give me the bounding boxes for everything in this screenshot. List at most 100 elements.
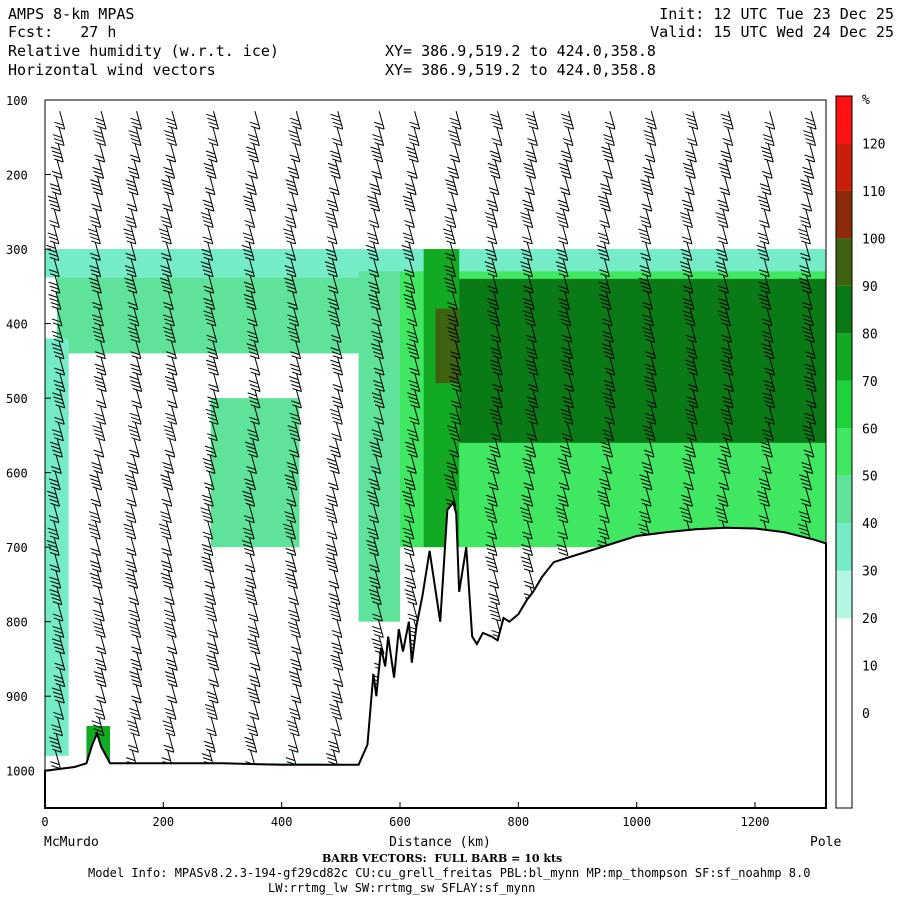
wind-barb (721, 389, 734, 409)
wind-barb (804, 111, 817, 130)
wind-barb (92, 619, 106, 638)
wind-barb (403, 291, 417, 311)
wind-barb (555, 258, 569, 278)
wind-barb (488, 602, 502, 622)
wind-barb (444, 258, 457, 278)
wind-barb (760, 143, 774, 163)
wind-barb (762, 389, 776, 409)
wind-barb (50, 143, 64, 163)
wind-barb (52, 127, 65, 147)
wind-barb (203, 291, 216, 311)
wind-barb (124, 471, 138, 491)
wind-barb (204, 176, 216, 196)
wind-barb (51, 717, 63, 737)
wind-barb (758, 275, 771, 294)
wind-barb (373, 406, 385, 425)
rh-fill-layer (45, 249, 826, 808)
y-tick-label: 800 (6, 616, 28, 630)
wind-barb (687, 373, 699, 392)
wind-barb (93, 373, 107, 392)
wind-barb (289, 356, 302, 376)
rh-patch (684, 293, 826, 369)
wind-barb (247, 684, 261, 704)
wind-barb (332, 373, 344, 392)
wind-barb (407, 602, 419, 622)
wind-barb (601, 307, 613, 327)
colorbar-label: 50 (862, 470, 878, 485)
wind-barb (644, 111, 657, 130)
wind-barb (682, 275, 694, 294)
wind-barb (408, 406, 420, 425)
wind-barb (523, 471, 535, 491)
wind-barb (403, 471, 416, 491)
wind-barb (485, 488, 498, 507)
wind-barb (47, 193, 61, 212)
wind-barb (558, 291, 571, 311)
wind-barb (686, 422, 697, 442)
wind-barb (597, 520, 610, 540)
wind-barb (330, 652, 344, 671)
wind-barb (639, 504, 652, 524)
wind-barb (524, 438, 537, 458)
wind-barb (444, 209, 457, 229)
wind-barb (89, 504, 101, 524)
wind-barb (160, 570, 174, 589)
wind-barb (247, 389, 261, 409)
wind-barb (561, 422, 573, 442)
wind-barb (325, 553, 339, 573)
wind-barb (51, 340, 65, 360)
x-axis-label: Distance (km) (389, 835, 491, 850)
wind-barb (488, 586, 501, 606)
wind-barb (163, 619, 177, 638)
wind-barb (201, 537, 214, 556)
wind-barb (525, 340, 538, 360)
wind-barb (557, 193, 570, 212)
wind-barb (243, 504, 255, 524)
wind-barb (162, 717, 176, 737)
wind-barb (203, 275, 215, 294)
wind-barb (326, 193, 339, 212)
wind-barb (249, 406, 260, 425)
wind-barb (288, 602, 301, 622)
wind-barb (289, 406, 302, 425)
wind-barb (602, 160, 613, 179)
wind-barb (448, 127, 462, 147)
wind-barb (247, 602, 259, 622)
wind-barb (638, 225, 652, 245)
wind-barb (406, 455, 417, 474)
wind-barb (684, 143, 697, 163)
wind-barb (244, 471, 256, 491)
wind-barb (759, 209, 770, 229)
wind-barb (331, 619, 343, 638)
wind-barb (162, 193, 174, 212)
wind-barb (404, 438, 418, 458)
wind-barb (447, 160, 460, 179)
wind-barb (87, 520, 101, 540)
wind-barb (368, 570, 381, 589)
wind-barb (520, 209, 534, 229)
wind-barb (331, 127, 343, 147)
wind-barb (526, 422, 538, 442)
wind-barb (204, 701, 218, 720)
wind-barb (287, 734, 299, 753)
wind-barb (449, 143, 461, 163)
wind-barb (604, 111, 616, 130)
wind-barb-layer (46, 111, 817, 770)
wind-barb (287, 160, 300, 179)
wind-barb (758, 504, 770, 524)
wind-barb (207, 389, 220, 409)
wind-barb (89, 553, 102, 573)
wind-barb (330, 324, 342, 343)
wind-barb (485, 553, 499, 573)
wind-barb (643, 438, 655, 458)
wind-barb (527, 127, 538, 147)
wind-barb (53, 668, 66, 688)
wind-barb (597, 225, 610, 245)
wind-barb (202, 455, 216, 474)
wind-barb (48, 734, 62, 753)
wind-barb (247, 127, 260, 147)
wind-barb (53, 406, 65, 425)
wind-barb (94, 652, 107, 671)
x-tick-label: 600 (389, 815, 411, 829)
